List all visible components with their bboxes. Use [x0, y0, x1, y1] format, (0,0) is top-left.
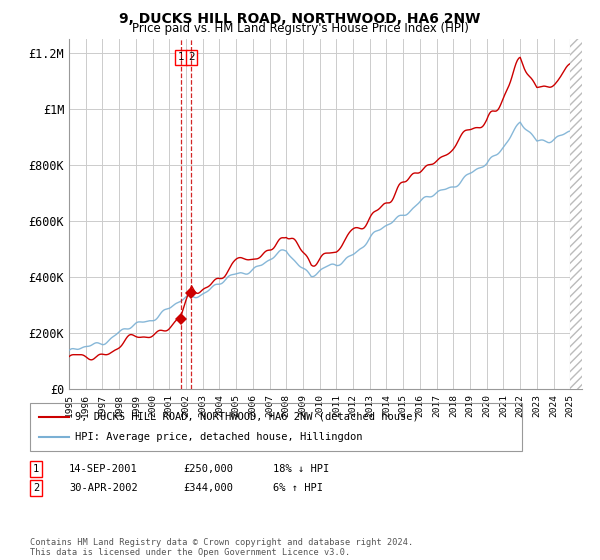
Text: 9, DUCKS HILL ROAD, NORTHWOOD, HA6 2NW: 9, DUCKS HILL ROAD, NORTHWOOD, HA6 2NW	[119, 12, 481, 26]
Text: £344,000: £344,000	[183, 483, 233, 493]
Text: 2: 2	[33, 483, 39, 493]
Text: 1: 1	[178, 53, 184, 62]
Text: 9, DUCKS HILL ROAD, NORTHWOOD, HA6 2NW (detached house): 9, DUCKS HILL ROAD, NORTHWOOD, HA6 2NW (…	[75, 412, 419, 422]
Text: 6% ↑ HPI: 6% ↑ HPI	[273, 483, 323, 493]
Text: 1: 1	[33, 464, 39, 474]
Bar	[571, 39, 582, 389]
Bar	[571, 39, 582, 389]
Text: 30-APR-2002: 30-APR-2002	[69, 483, 138, 493]
Text: £250,000: £250,000	[183, 464, 233, 474]
Text: HPI: Average price, detached house, Hillingdon: HPI: Average price, detached house, Hill…	[75, 432, 362, 442]
Text: Price paid vs. HM Land Registry's House Price Index (HPI): Price paid vs. HM Land Registry's House …	[131, 22, 469, 35]
Text: 18% ↓ HPI: 18% ↓ HPI	[273, 464, 329, 474]
Text: 2: 2	[188, 53, 195, 62]
Text: Contains HM Land Registry data © Crown copyright and database right 2024.
This d: Contains HM Land Registry data © Crown c…	[30, 538, 413, 557]
Text: 14-SEP-2001: 14-SEP-2001	[69, 464, 138, 474]
